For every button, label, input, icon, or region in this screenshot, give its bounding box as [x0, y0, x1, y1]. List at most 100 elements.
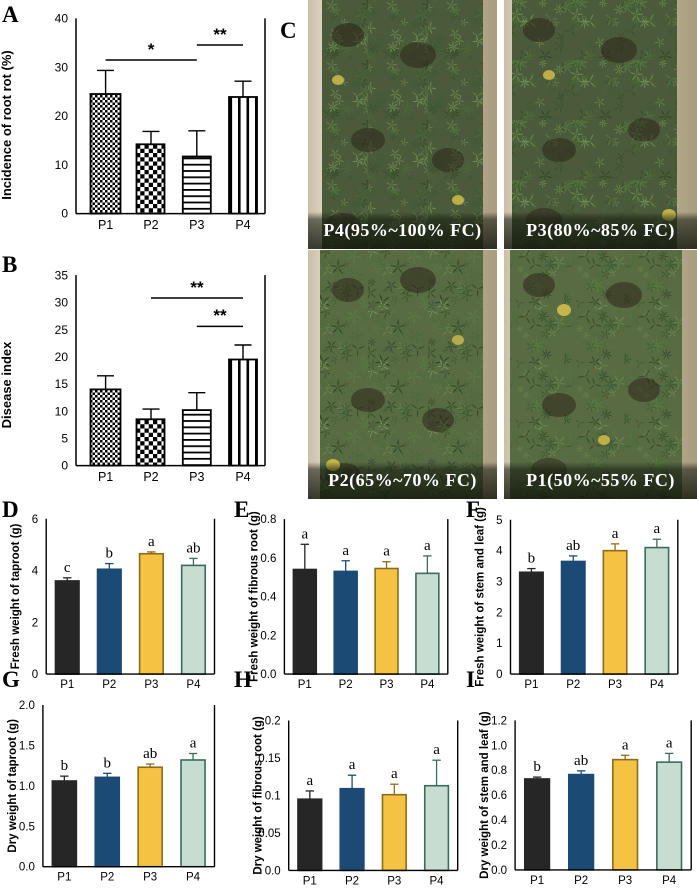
svg-text:Fresh weight of taproot (g): Fresh weight of taproot (g)	[10, 523, 22, 669]
svg-text:P1: P1	[303, 875, 317, 887]
svg-text:E: E	[234, 497, 249, 522]
svg-text:0: 0	[61, 459, 68, 473]
svg-text:P1: P1	[530, 875, 544, 887]
svg-text:4: 4	[32, 566, 39, 578]
svg-text:a: a	[433, 742, 440, 758]
svg-text:I: I	[466, 667, 475, 692]
svg-text:4: 4	[496, 546, 503, 558]
svg-text:a: a	[342, 543, 349, 559]
svg-text:*: *	[148, 40, 155, 59]
svg-text:a: a	[148, 534, 155, 550]
svg-text:0.4: 0.4	[491, 815, 508, 827]
svg-text:c: c	[64, 560, 71, 576]
svg-text:P4: P4	[430, 875, 445, 887]
svg-text:20: 20	[55, 350, 69, 364]
svg-text:0.1: 0.1	[265, 790, 281, 802]
svg-text:a: a	[349, 757, 356, 773]
svg-text:P4: P4	[235, 470, 250, 484]
svg-text:P2: P2	[574, 875, 588, 887]
svg-text:P2: P2	[100, 872, 114, 884]
svg-text:5: 5	[61, 432, 68, 446]
svg-text:P2: P2	[143, 470, 158, 484]
svg-text:G: G	[2, 667, 20, 692]
svg-text:a: a	[612, 526, 619, 542]
svg-text:P2: P2	[345, 875, 359, 887]
svg-text:ab: ab	[143, 746, 157, 762]
svg-text:D: D	[2, 497, 19, 522]
svg-text:0.6: 0.6	[260, 553, 276, 565]
svg-text:0.0: 0.0	[19, 862, 35, 874]
svg-text:30: 30	[55, 296, 69, 310]
svg-text:**: **	[190, 278, 204, 297]
svg-text:15: 15	[55, 377, 69, 391]
svg-text:P3: P3	[618, 875, 632, 887]
svg-text:a: a	[622, 737, 629, 753]
svg-text:a: a	[666, 735, 673, 751]
svg-text:0.0: 0.0	[265, 865, 281, 877]
svg-text:Dry weight of taproot (g): Dry weight of taproot (g)	[7, 719, 19, 853]
svg-text:P4: P4	[662, 875, 677, 887]
svg-text:0.2: 0.2	[265, 716, 281, 728]
svg-text:0.2: 0.2	[260, 630, 276, 642]
svg-text:a: a	[391, 766, 398, 782]
svg-text:P1: P1	[57, 872, 71, 884]
svg-text:40: 40	[55, 12, 69, 26]
svg-text:0.6: 0.6	[491, 790, 507, 802]
svg-text:Dry weight of stem and leaf (g: Dry weight of stem and leaf (g)	[479, 711, 491, 879]
svg-text:Dry weight of fibrous root (g): Dry weight of fibrous root (g)	[253, 716, 265, 875]
svg-text:0: 0	[61, 207, 68, 221]
svg-text:P3: P3	[189, 218, 204, 232]
svg-text:**: **	[213, 25, 227, 44]
svg-text:2: 2	[32, 617, 38, 629]
svg-text:2.0: 2.0	[19, 700, 35, 712]
svg-text:1: 1	[496, 638, 502, 650]
svg-text:a: a	[306, 773, 313, 789]
svg-text:ab: ab	[574, 753, 588, 769]
svg-text:b: b	[104, 755, 112, 771]
svg-text:0.8: 0.8	[491, 765, 507, 777]
svg-text:a: a	[301, 526, 308, 542]
svg-text:Fresh weight of stem and leaf: Fresh weight of stem and leaf (g)	[475, 507, 487, 687]
svg-text:Incidence of root rot (%): Incidence of root rot (%)	[0, 50, 14, 200]
svg-text:b: b	[61, 758, 69, 774]
svg-text:b: b	[533, 759, 541, 775]
svg-text:ab: ab	[566, 538, 580, 554]
svg-text:b: b	[106, 546, 114, 562]
svg-text:P4: P4	[235, 218, 250, 232]
svg-text:35: 35	[55, 269, 69, 283]
svg-text:1.5: 1.5	[19, 740, 35, 752]
svg-text:**: **	[213, 306, 227, 325]
svg-text:10: 10	[55, 404, 69, 418]
svg-text:0.2: 0.2	[491, 840, 507, 852]
svg-text:2: 2	[496, 607, 502, 619]
svg-text:a: a	[654, 521, 661, 537]
svg-text:B: B	[2, 252, 17, 277]
svg-text:0.8: 0.8	[260, 514, 276, 526]
svg-text:5: 5	[496, 515, 502, 527]
svg-text:a: a	[424, 538, 431, 554]
svg-text:P3: P3	[387, 875, 401, 887]
svg-text:b: b	[528, 551, 536, 567]
svg-text:10: 10	[55, 158, 69, 172]
svg-text:1.0: 1.0	[19, 781, 35, 793]
svg-text:0.4: 0.4	[260, 592, 277, 604]
svg-text:P1: P1	[98, 218, 113, 232]
svg-text:Disease index: Disease index	[0, 341, 14, 428]
svg-text:P3: P3	[189, 470, 204, 484]
svg-text:3: 3	[496, 577, 502, 589]
svg-text:1.2: 1.2	[491, 715, 507, 727]
svg-text:25: 25	[55, 323, 69, 337]
svg-text:a: a	[190, 736, 197, 752]
svg-text:6: 6	[32, 514, 38, 526]
svg-text:1.0: 1.0	[491, 740, 507, 752]
svg-text:30: 30	[55, 60, 69, 74]
svg-text:P4: P4	[186, 872, 201, 884]
svg-text:20: 20	[55, 109, 69, 123]
svg-text:P3: P3	[143, 872, 157, 884]
svg-text:P2: P2	[143, 218, 158, 232]
svg-text:Fresh weight of fibrous root (: Fresh weight of fibrous root (g)	[248, 511, 260, 682]
svg-text:A: A	[2, 2, 19, 27]
svg-text:0.5: 0.5	[19, 821, 35, 833]
svg-text:a: a	[383, 544, 390, 560]
svg-text:P1: P1	[98, 470, 113, 484]
